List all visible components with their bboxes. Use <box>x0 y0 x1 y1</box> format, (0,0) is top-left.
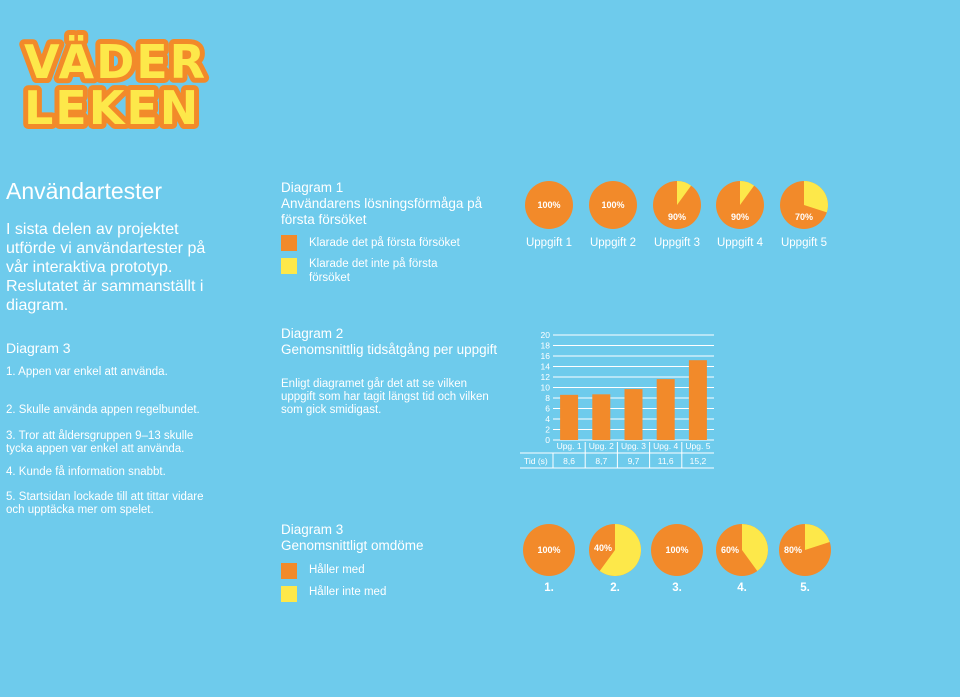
logo-line-2: LEKEN <box>24 81 200 135</box>
pie-slice-rest-5 <box>804 181 828 213</box>
pie-slice-main-1 <box>525 181 573 229</box>
x-tick-label: Upg. 4 <box>653 441 678 451</box>
legend-label-agree: Håller med <box>309 564 365 576</box>
bar-value-label: 9,7 <box>628 456 640 466</box>
pie-value-4: 90% <box>730 212 749 222</box>
rating-pie-slice-rest-4 <box>742 524 768 572</box>
logo: VÄDER LEKEN <box>19 30 210 140</box>
pie-slice-main-2 <box>589 181 637 229</box>
pie-chart-2 <box>589 181 637 229</box>
y-tick-label: 12 <box>541 372 551 382</box>
pie-value-1: 100% <box>537 200 561 210</box>
rating-pie-3 <box>651 524 703 576</box>
bar-1 <box>560 394 579 440</box>
rating-label-4: 4. <box>737 582 747 594</box>
legend-swatch-solved <box>281 235 297 251</box>
y-tick-label: 8 <box>545 393 550 403</box>
x-tick-label: Upg. 1 <box>557 441 582 451</box>
y-tick-label: 4 <box>545 414 550 424</box>
rating-pie-slice-main-3 <box>651 524 703 576</box>
bar-value-label: 11,6 <box>658 456 674 466</box>
x-tick-label: Upg. 3 <box>621 441 646 451</box>
rating-pie-2 <box>589 524 641 576</box>
rating-value-5: 80% <box>783 545 802 555</box>
diagram2-title: Diagram 2 Genomsnittlig tidsåtgång per u… <box>281 326 498 357</box>
rating-label-3: 3. <box>672 582 682 594</box>
pie-slice-rest-4 <box>740 181 755 205</box>
legend-swatch-disagree <box>281 586 297 602</box>
intro-text: I sista delen av projektet utförde vi an… <box>6 221 206 314</box>
pie-chart-4 <box>716 181 764 229</box>
y-tick-label: 0 <box>545 435 550 445</box>
task-label-3: Uppgift 3 <box>653 237 701 249</box>
bar-5 <box>688 360 707 440</box>
pie-chart-5 <box>780 181 828 229</box>
y-tick-label: 20 <box>541 330 551 340</box>
legend-label-not-solved: Klarade det inte på första försöket <box>309 258 438 284</box>
result-item-4: 4. Kunde få information snabbt. <box>6 466 166 478</box>
y-tick-label: 16 <box>541 351 551 361</box>
rating-value-1: 100% <box>537 545 561 555</box>
result-item-3: 3. Tror att åldersgruppen 9–13 skulle ty… <box>6 430 194 455</box>
task-label-2: Uppgift 2 <box>589 237 637 249</box>
bar-3 <box>624 389 643 440</box>
result-item-5: 5. Startsidan lockade till att tittar vi… <box>6 491 204 516</box>
rating-pie-slice-rest-2 <box>599 524 641 576</box>
pie-value-5: 70% <box>794 212 813 222</box>
bar-value-label: 8,7 <box>595 456 607 466</box>
diagram3-title: Diagram 3 Genomsnittligt omdöme <box>281 522 424 553</box>
task-label-4: Uppgift 4 <box>716 237 764 249</box>
rating-label-2: 2. <box>610 582 620 594</box>
result-item-2: 2. Skulle använda appen regelbundet. <box>6 404 200 416</box>
x-tick-label: Upg. 2 <box>589 441 614 451</box>
rating-pie-slice-rest-5 <box>805 524 830 550</box>
rating-value-2: 40% <box>593 543 612 553</box>
legend-label-disagree: Håller inte med <box>309 586 387 598</box>
pie-chart-1 <box>525 181 573 229</box>
rating-label-5: 5. <box>800 582 810 594</box>
result-item-1: 1. Appen var enkel att använda. <box>6 366 168 378</box>
pie-chart-3 <box>653 181 701 229</box>
rating-pie-1 <box>523 524 575 576</box>
bar-2 <box>592 394 611 440</box>
diagram1-title: Diagram 1 Användarens lösningsförmåga på… <box>281 180 483 227</box>
y-tick-label: 10 <box>541 383 551 393</box>
rating-value-3: 100% <box>665 545 689 555</box>
bar-value-label: 15,2 <box>690 456 707 466</box>
pie-slice-rest-3 <box>677 181 692 205</box>
legend-label-solved: Klarade det på första försöket <box>309 237 460 249</box>
x-tick-label: Upg. 5 <box>685 441 710 451</box>
results-heading: Diagram 3 <box>6 340 71 356</box>
table-row-label: Tid (s) <box>524 456 548 466</box>
rating-pie-slice-main-1 <box>523 524 575 576</box>
legend-swatch-not-solved <box>281 258 297 274</box>
logo-line-1: VÄDER <box>24 35 207 89</box>
legend-swatch-agree <box>281 563 297 579</box>
task-label-1: Uppgift 1 <box>525 237 573 249</box>
y-tick-label: 18 <box>541 341 551 351</box>
rating-value-4: 60% <box>720 545 739 555</box>
rating-label-1: 1. <box>544 582 554 594</box>
pie-value-2: 100% <box>601 200 625 210</box>
rating-pie-4 <box>716 524 768 576</box>
pie-value-3: 90% <box>667 212 686 222</box>
rating-pie-5 <box>779 524 831 576</box>
bar-4 <box>656 379 675 440</box>
bar-value-label: 8,6 <box>563 456 575 466</box>
page-title: Användartester <box>6 178 162 204</box>
y-tick-label: 6 <box>545 404 550 414</box>
diagram2-text: Enligt diagramet går det att se vilken u… <box>281 378 489 416</box>
y-tick-label: 14 <box>541 362 551 372</box>
y-tick-label: 2 <box>545 425 550 435</box>
task-label-5: Uppgift 5 <box>780 237 828 249</box>
